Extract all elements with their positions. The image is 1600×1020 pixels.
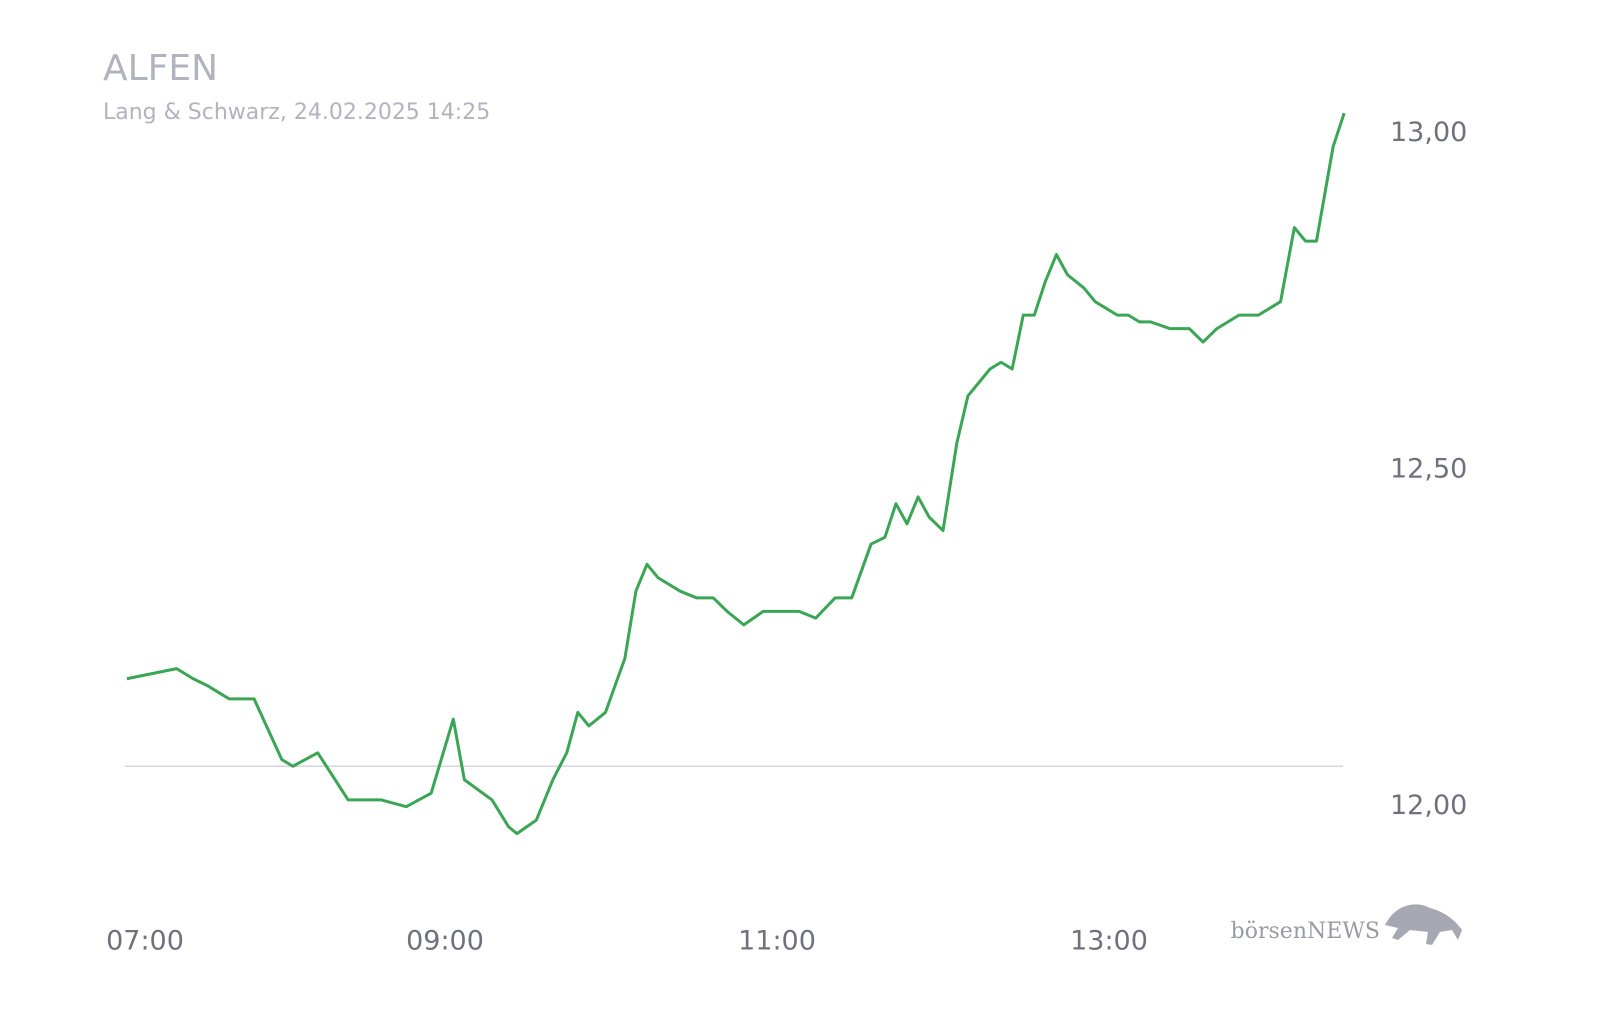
x-tick-label: 11:00 (738, 926, 816, 957)
x-tick-label: 07:00 (106, 926, 184, 957)
x-tick-label: 09:00 (406, 926, 484, 957)
y-tick-label: 12,00 (1390, 790, 1467, 821)
chart-title: ALFEN (103, 48, 218, 89)
y-tick-label: 13,00 (1390, 117, 1467, 148)
watermark-logo (1385, 904, 1462, 945)
x-tick-label: 13:00 (1070, 926, 1148, 957)
watermark: börsenNEWS (1231, 919, 1380, 944)
chart-subtitle: Lang & Schwarz, 24.02.2025 14:25 (103, 100, 490, 125)
price-line (126, 112, 1346, 836)
y-tick-label: 12,50 (1390, 454, 1467, 485)
